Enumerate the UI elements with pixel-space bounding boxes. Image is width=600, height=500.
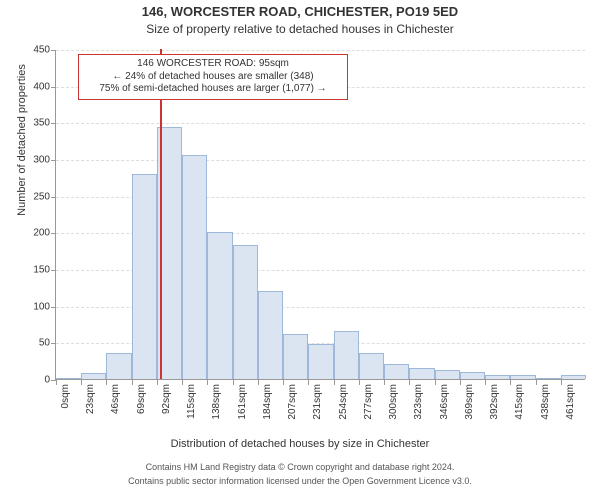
y-tick-label: 50 — [20, 338, 50, 349]
y-tick — [51, 233, 56, 234]
y-tick-label: 350 — [20, 118, 50, 129]
x-tick — [409, 380, 410, 385]
x-tick-label: 438sqm — [540, 384, 551, 434]
y-tick-label: 200 — [20, 228, 50, 239]
x-tick — [258, 380, 259, 385]
x-tick-label: 323sqm — [413, 384, 424, 434]
gridline — [56, 160, 585, 161]
histogram-bar — [561, 375, 586, 379]
histogram-bar — [435, 370, 460, 379]
x-tick — [359, 380, 360, 385]
x-tick-label: 69sqm — [136, 384, 147, 434]
footer-line-2: Contains public sector information licen… — [0, 476, 600, 486]
x-tick-label: 161sqm — [237, 384, 248, 434]
x-tick-label: 346sqm — [439, 384, 450, 434]
x-tick — [485, 380, 486, 385]
x-tick — [233, 380, 234, 385]
footer-line-1: Contains HM Land Registry data © Crown c… — [0, 462, 600, 472]
y-tick — [51, 87, 56, 88]
x-tick — [561, 380, 562, 385]
x-tick-label: 115sqm — [186, 384, 197, 434]
x-tick — [435, 380, 436, 385]
histogram-bar — [132, 174, 157, 379]
callout-line: 75% of semi-detached houses are larger (… — [85, 83, 341, 96]
x-tick — [56, 380, 57, 385]
x-axis-label: Distribution of detached houses by size … — [0, 438, 600, 450]
x-tick — [132, 380, 133, 385]
y-tick — [51, 197, 56, 198]
histogram-bar — [233, 245, 258, 379]
x-tick-label: 461sqm — [565, 384, 576, 434]
callout-line: 146 WORCESTER ROAD: 95sqm — [85, 58, 341, 71]
x-tick-label: 254sqm — [338, 384, 349, 434]
x-tick — [207, 380, 208, 385]
y-tick-label: 150 — [20, 265, 50, 276]
x-tick-label: 300sqm — [388, 384, 399, 434]
x-tick — [283, 380, 284, 385]
histogram-bar — [359, 353, 384, 379]
x-tick-label: 415sqm — [514, 384, 525, 434]
callout-box: 146 WORCESTER ROAD: 95sqm← 24% of detach… — [78, 54, 348, 100]
histogram-bar — [106, 353, 131, 379]
x-tick — [157, 380, 158, 385]
histogram-bar — [258, 291, 283, 379]
gridline — [56, 123, 585, 124]
y-tick — [51, 50, 56, 51]
histogram-bar — [308, 344, 333, 379]
histogram-bar — [182, 155, 207, 379]
x-tick — [460, 380, 461, 385]
histogram-bar — [536, 378, 561, 379]
y-tick — [51, 123, 56, 124]
histogram-bar — [409, 368, 434, 379]
x-tick — [182, 380, 183, 385]
y-tick-label: 0 — [20, 375, 50, 386]
y-tick-label: 300 — [20, 155, 50, 166]
x-tick — [536, 380, 537, 385]
title-line-2: Size of property relative to detached ho… — [0, 22, 600, 36]
x-tick-label: 92sqm — [161, 384, 172, 434]
x-tick-label: 0sqm — [60, 384, 71, 434]
histogram-bar — [485, 375, 510, 379]
x-tick-label: 207sqm — [287, 384, 298, 434]
y-tick-label: 250 — [20, 191, 50, 202]
chart-root: 146, WORCESTER ROAD, CHICHESTER, PO19 5E… — [0, 0, 600, 500]
x-tick-label: 23sqm — [85, 384, 96, 434]
histogram-bar — [56, 378, 81, 379]
y-tick-label: 100 — [20, 301, 50, 312]
y-tick — [51, 270, 56, 271]
x-tick-label: 46sqm — [110, 384, 121, 434]
y-tick — [51, 343, 56, 344]
histogram-bar — [207, 232, 232, 379]
y-tick — [51, 307, 56, 308]
y-tick-label: 450 — [20, 45, 50, 56]
x-tick-label: 184sqm — [262, 384, 273, 434]
x-tick — [106, 380, 107, 385]
y-tick — [51, 160, 56, 161]
x-tick — [384, 380, 385, 385]
histogram-bar — [384, 364, 409, 379]
y-tick-label: 400 — [20, 81, 50, 92]
histogram-bar — [334, 331, 359, 379]
histogram-bar — [460, 372, 485, 379]
title-line-1: 146, WORCESTER ROAD, CHICHESTER, PO19 5E… — [0, 4, 600, 19]
x-tick-label: 231sqm — [312, 384, 323, 434]
x-tick-label: 392sqm — [489, 384, 500, 434]
plot-area: 0501001502002503003504004500sqm23sqm46sq… — [55, 50, 585, 380]
callout-line: ← 24% of detached houses are smaller (34… — [85, 71, 341, 84]
x-tick — [334, 380, 335, 385]
histogram-bar — [81, 373, 106, 379]
histogram-bar — [510, 375, 535, 379]
x-tick — [308, 380, 309, 385]
histogram-bar — [283, 334, 308, 379]
x-tick-label: 277sqm — [363, 384, 374, 434]
x-tick-label: 369sqm — [464, 384, 475, 434]
x-tick — [510, 380, 511, 385]
x-tick-label: 138sqm — [211, 384, 222, 434]
gridline — [56, 50, 585, 51]
x-tick — [81, 380, 82, 385]
